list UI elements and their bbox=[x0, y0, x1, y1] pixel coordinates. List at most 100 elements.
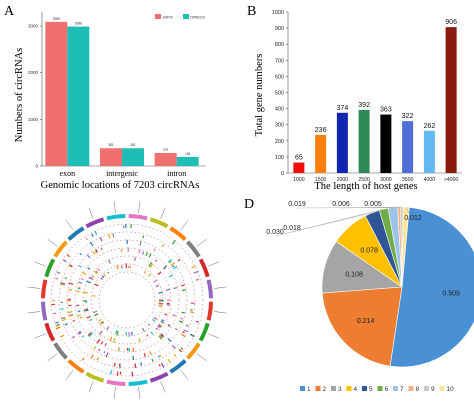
circos-track-mark bbox=[185, 324, 189, 327]
circos-track-mark bbox=[116, 265, 119, 270]
circos-chromosome-segment bbox=[41, 301, 48, 321]
circos-track-mark bbox=[55, 277, 59, 280]
circos-label-tick bbox=[180, 369, 189, 380]
circos-track-mark bbox=[87, 331, 92, 337]
panel-b-y-tick-label: 0 bbox=[281, 171, 284, 177]
circos-track-mark bbox=[78, 281, 83, 284]
circos-track-mark bbox=[167, 358, 171, 364]
circos-track-mark bbox=[91, 275, 95, 278]
panel-d-slice bbox=[389, 206, 474, 368]
circos-track-ring bbox=[90, 263, 164, 337]
panel-a-bar-chart: A Numbers of circRNAs Genomic locations … bbox=[4, 4, 206, 191]
circos-track-mark bbox=[152, 318, 156, 322]
circos-track-mark bbox=[103, 273, 107, 277]
panel-b-y-axis-label: Total gene numbers bbox=[254, 54, 265, 137]
panel-d-leader-line bbox=[372, 206, 402, 209]
circos-track-mark bbox=[161, 319, 165, 322]
panel-a-x-tick-label: exon bbox=[60, 169, 76, 178]
panel-b-bar bbox=[445, 27, 457, 173]
panel-b-y-tick-label: 800 bbox=[275, 42, 284, 48]
panel-d-legend-label: 2 bbox=[323, 386, 327, 393]
circos-track-mark bbox=[55, 324, 60, 327]
circos-label-tick bbox=[160, 381, 166, 393]
circos-track-mark bbox=[168, 274, 173, 278]
panel-b-y-tick-label: 600 bbox=[275, 74, 284, 80]
circos-track-mark bbox=[158, 305, 163, 308]
panel-b-y-tick-label: 200 bbox=[275, 139, 284, 145]
panel-label-a: A bbox=[4, 4, 15, 19]
circos-track-mark bbox=[87, 266, 91, 270]
circos-track-mark bbox=[55, 321, 59, 324]
circos-track-mark bbox=[173, 353, 177, 357]
panel-a-legend-label: SNP36 bbox=[163, 16, 173, 20]
circos-track-mark bbox=[115, 330, 118, 334]
circos-track-mark bbox=[180, 333, 186, 338]
circos-track-mark bbox=[174, 327, 178, 331]
panel-d-slice-label: 0.214 bbox=[357, 318, 375, 325]
circos-track-mark bbox=[104, 343, 107, 346]
circos-track-mark bbox=[148, 273, 152, 277]
circos-track-mark bbox=[98, 318, 102, 322]
circos-track-mark bbox=[96, 357, 99, 361]
circos-track-mark bbox=[79, 316, 83, 319]
circos-track-mark bbox=[143, 353, 146, 357]
circos-track-mark bbox=[117, 347, 120, 352]
circos-track-mark bbox=[81, 335, 85, 338]
panel-a-bar bbox=[67, 26, 90, 167]
circos-track-mark bbox=[78, 286, 81, 289]
circos-label-tick bbox=[214, 311, 227, 314]
panel-d-slices bbox=[321, 206, 474, 368]
circos-track-mark bbox=[77, 310, 81, 313]
panel-b-x-tick-label: 3500 bbox=[402, 177, 414, 183]
circos-track-mark bbox=[132, 355, 135, 360]
circos-track-mark bbox=[170, 262, 175, 266]
circos-track-mark bbox=[79, 252, 82, 256]
panel-b-bars: 65 236 374 392 363 322 262 906 bbox=[293, 19, 457, 173]
panel-d-legend-label: 6 bbox=[385, 386, 389, 393]
panel-d-leader-line bbox=[406, 207, 414, 223]
circos-track-mark bbox=[103, 351, 106, 354]
panel-b-bar bbox=[293, 162, 305, 173]
panel-d-slice-label: 0.078 bbox=[360, 247, 378, 254]
circos-track-mark bbox=[69, 314, 74, 317]
circos-chromosome-segment bbox=[128, 379, 148, 386]
circos-track-mark bbox=[89, 318, 93, 322]
panel-b-x-tick-label: 2500 bbox=[358, 177, 370, 183]
circos-track-mark bbox=[60, 334, 65, 338]
circos-track-mark bbox=[61, 318, 67, 322]
circos-track-mark bbox=[64, 323, 68, 326]
circos-track-mark bbox=[76, 290, 80, 293]
circos-track-mark bbox=[92, 251, 96, 255]
circos-chromosome-segment bbox=[206, 301, 213, 321]
circos-chromosome-segment bbox=[85, 371, 105, 383]
circos-track-mark bbox=[94, 230, 98, 235]
circos-track-mark bbox=[167, 337, 172, 343]
circos-label-tick bbox=[113, 387, 116, 399]
circos-label-tick bbox=[208, 333, 220, 339]
panel-d-slice-label: 0.006 bbox=[332, 201, 350, 208]
circos-track-mark bbox=[140, 362, 143, 366]
panel-a-bar-value: 195 bbox=[185, 152, 191, 156]
circos-track-mark bbox=[90, 354, 95, 359]
circos-track-mark bbox=[86, 315, 91, 319]
circos-track-mark bbox=[89, 276, 94, 280]
circos-track-mark bbox=[153, 279, 158, 283]
circos-track-mark bbox=[94, 313, 99, 317]
panel-d-slice-label: 0.509 bbox=[442, 290, 460, 297]
circos-track-mark bbox=[172, 314, 176, 317]
panel-b-y-tick-label: 300 bbox=[275, 123, 284, 129]
panel-label-b: B bbox=[247, 4, 256, 19]
circos-track-mark bbox=[110, 370, 113, 375]
circos-track-mark bbox=[157, 271, 162, 276]
panel-d-legend-swatch bbox=[300, 386, 305, 391]
circos-track-mark bbox=[157, 325, 161, 329]
panel-a-bar bbox=[176, 156, 199, 166]
panel-b-y-tick-label: 100 bbox=[275, 155, 284, 161]
circos-track-mark bbox=[182, 289, 186, 292]
panel-b-x-axis-label: The length of host genes bbox=[314, 181, 417, 192]
circos-track-mark bbox=[107, 271, 110, 274]
circos-chromosome-segment bbox=[44, 258, 56, 278]
circos-track-mark bbox=[60, 283, 65, 286]
panel-d-slice-label: 0.108 bbox=[345, 272, 363, 279]
